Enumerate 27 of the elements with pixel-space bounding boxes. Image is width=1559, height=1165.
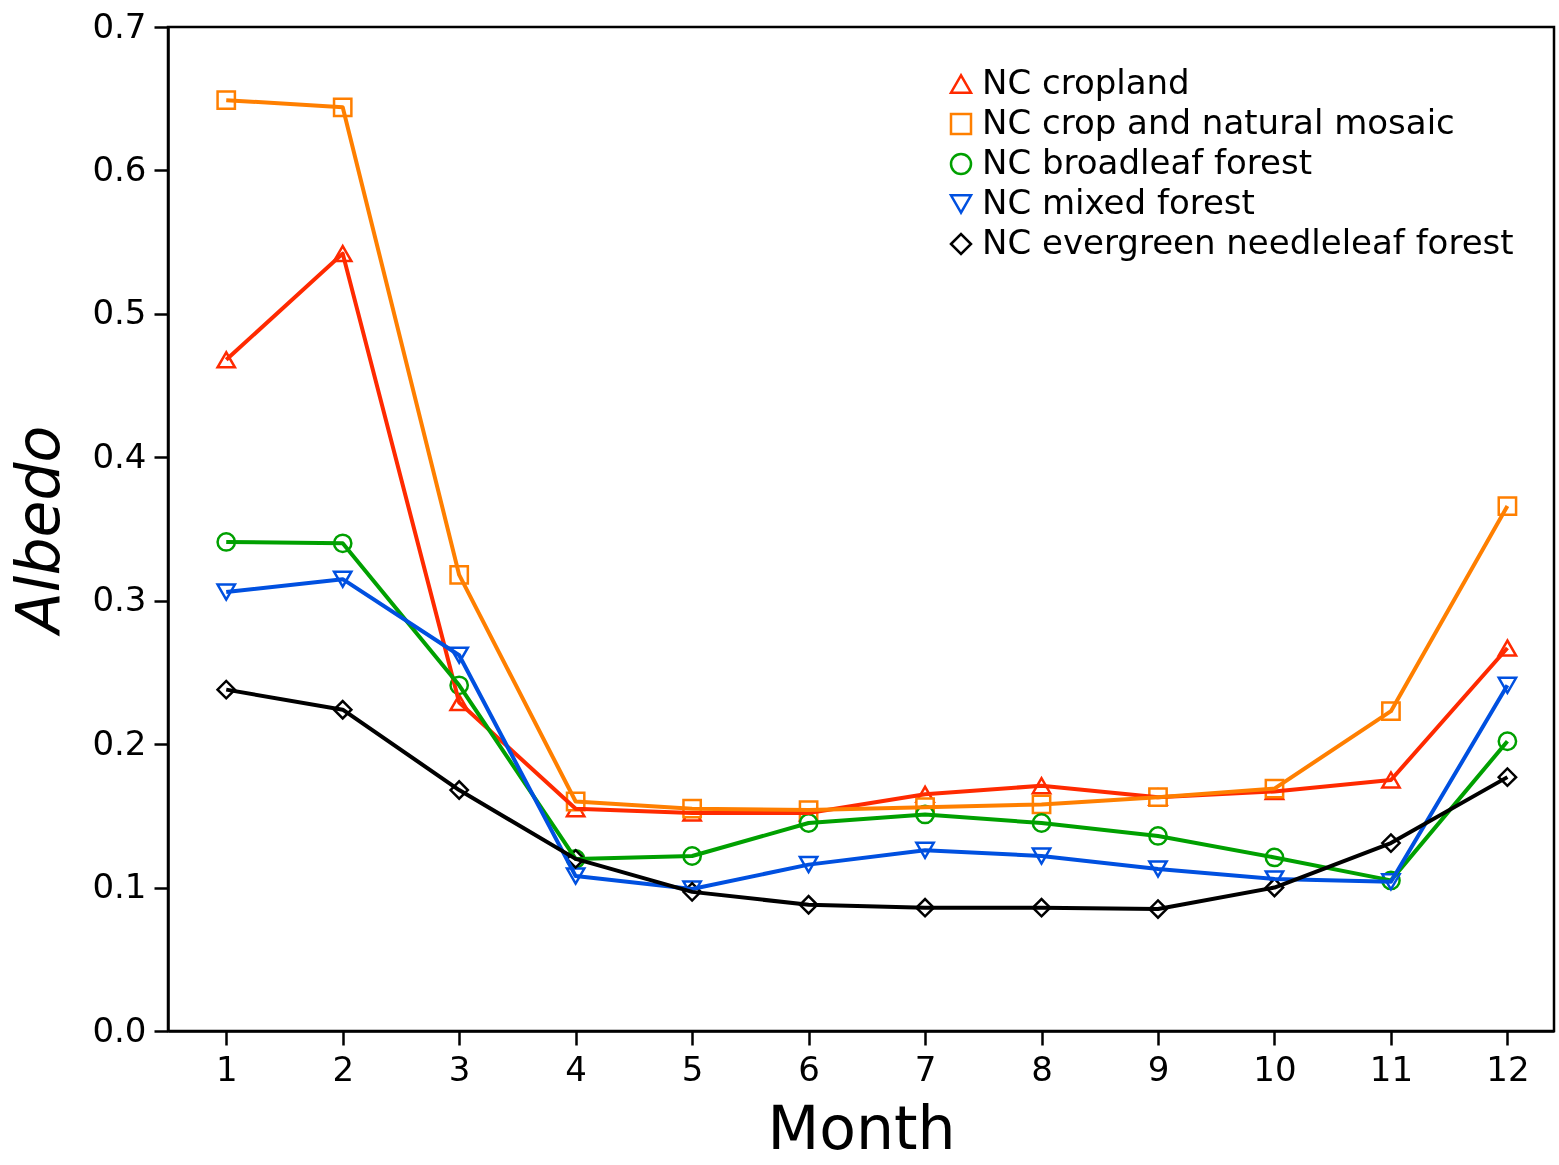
legend-label: NC crop and natural mosaic — [982, 102, 1455, 142]
x-tick-label: 12 — [1486, 1048, 1530, 1089]
y-tick-label: 0.6 — [92, 148, 147, 189]
x-tick-label: 7 — [914, 1048, 937, 1089]
x-tick-label: 1 — [215, 1048, 238, 1089]
legend-label: NC cropland — [982, 62, 1190, 102]
x-tick-label: 4 — [565, 1048, 587, 1089]
x-tick-label: 6 — [798, 1048, 820, 1089]
y-tick-label: 0.4 — [92, 435, 147, 476]
x-tick-label: 10 — [1253, 1048, 1297, 1089]
y-tick-label: 0.5 — [92, 292, 147, 333]
x-tick-label: 5 — [681, 1048, 704, 1089]
legend-label: NC broadleaf forest — [982, 142, 1312, 182]
x-tick-label: 3 — [448, 1048, 471, 1089]
x-tick-label: 2 — [332, 1048, 355, 1089]
x-tick-label: 9 — [1147, 1048, 1170, 1089]
legend-label: NC mixed forest — [982, 182, 1255, 222]
y-tick-label: 0.0 — [92, 1009, 147, 1050]
legend-label: NC evergreen needleleaf forest — [982, 222, 1514, 262]
y-tick-label: 0.3 — [92, 579, 147, 620]
x-axis-title: Month — [767, 1092, 956, 1163]
y-tick-label: 0.2 — [92, 722, 147, 763]
x-tick-label: 11 — [1369, 1048, 1414, 1089]
y-axis-title: Albedo — [3, 425, 74, 638]
y-tick-label: 0.1 — [92, 866, 147, 907]
y-tick-label: 0.7 — [92, 5, 147, 46]
x-tick-label: 8 — [1031, 1048, 1053, 1089]
